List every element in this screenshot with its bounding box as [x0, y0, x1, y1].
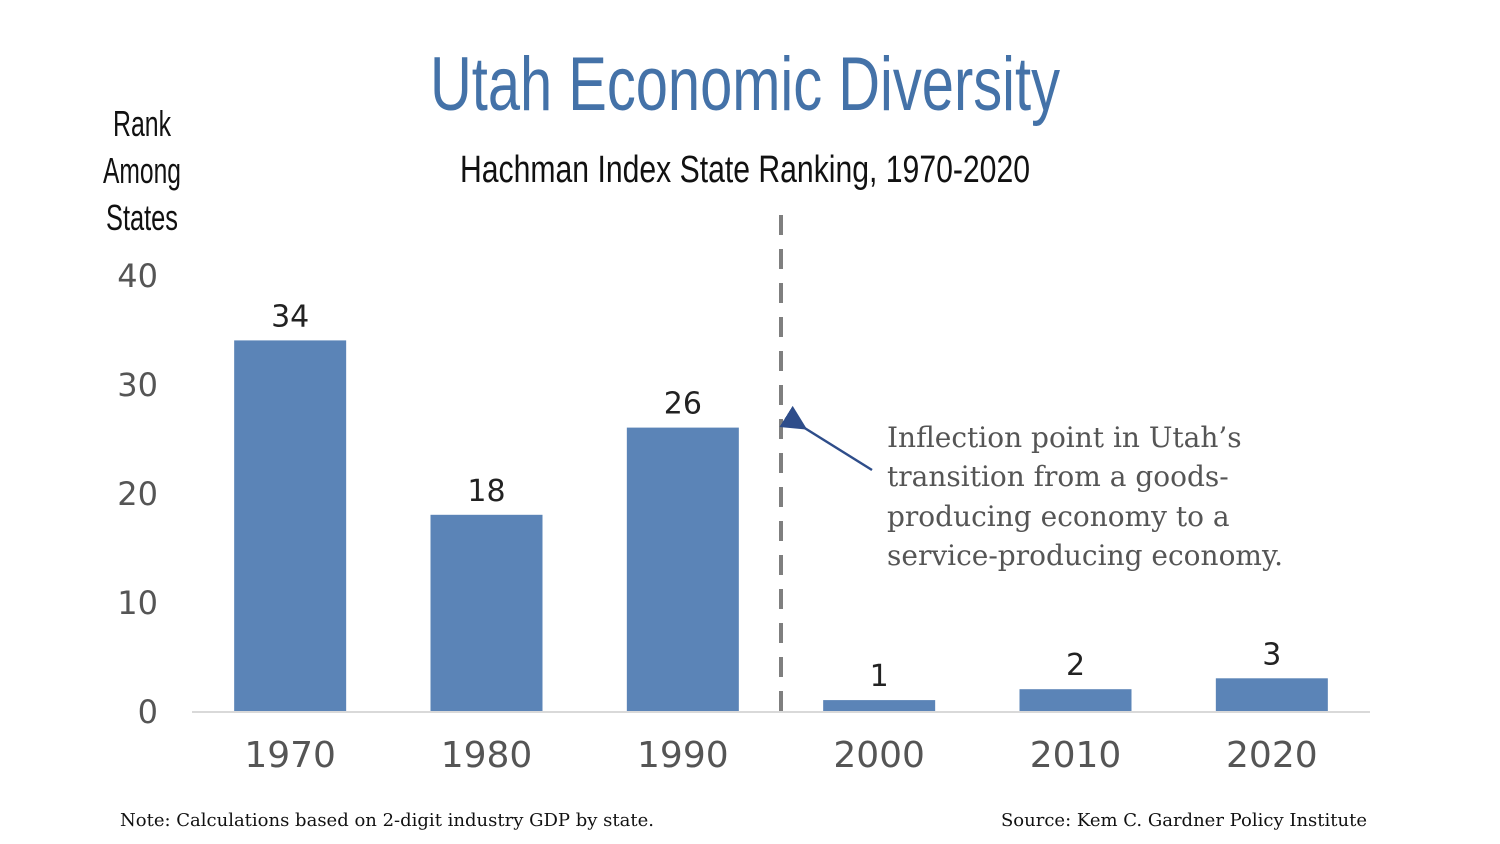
x-tick-label-2010: 2010 [1030, 735, 1122, 776]
bar-1970 [234, 340, 347, 711]
data-label-2010: 2 [1066, 648, 1085, 683]
y-axis-label-line-1: Rank [113, 103, 172, 144]
x-tick-label-1980: 1980 [441, 735, 533, 776]
bar-2020 [1215, 678, 1328, 711]
y-tick-label: 30 [117, 366, 158, 404]
y-axis-ticks: 0 10 20 30 40 [117, 257, 158, 731]
data-label-1990: 26 [664, 387, 702, 422]
footer-note: Note: Calculations based on 2-digit indu… [120, 810, 654, 831]
x-tick-label-2020: 2020 [1226, 735, 1318, 776]
data-label-2020: 3 [1262, 637, 1281, 672]
annotation-arrow [779, 405, 873, 472]
chart-title: Utah Economic Diversity [430, 42, 1060, 127]
footer-source: Source: Kem C. Gardner Policy Institute [1001, 810, 1367, 831]
data-label-2000: 1 [870, 659, 889, 694]
bars [234, 340, 1328, 711]
y-tick-label: 10 [117, 584, 158, 622]
y-tick-label: 20 [117, 475, 158, 513]
annotation-line-1: Inflection point in Utah’s [887, 421, 1242, 454]
bar-1990 [626, 427, 739, 711]
annotation-line-2: transition from a goods- [887, 460, 1229, 493]
annotation-line-3: producing economy to a [887, 500, 1230, 533]
annotation-line-4: service-producing economy. [887, 539, 1283, 572]
bar-1980 [430, 514, 543, 711]
x-axis-ticks: 1970 1980 1990 2000 2010 2020 [244, 735, 1317, 776]
bar-2000 [823, 700, 936, 711]
y-axis-label-line-3: States [106, 197, 178, 238]
x-tick-label-2000: 2000 [833, 735, 925, 776]
chart-subtitle: Hachman Index State Ranking, 1970-2020 [460, 149, 1030, 191]
bar-2010 [1019, 689, 1132, 711]
y-tick-label: 40 [117, 257, 158, 295]
y-tick-label: 0 [138, 693, 158, 731]
data-label-1980: 18 [467, 474, 505, 509]
x-tick-label-1990: 1990 [637, 735, 729, 776]
x-tick-label-1970: 1970 [244, 735, 336, 776]
y-axis-label-line-2: Among [103, 150, 181, 191]
data-label-1970: 34 [271, 299, 309, 334]
data-labels: 34 18 26 1 2 3 [271, 299, 1281, 694]
